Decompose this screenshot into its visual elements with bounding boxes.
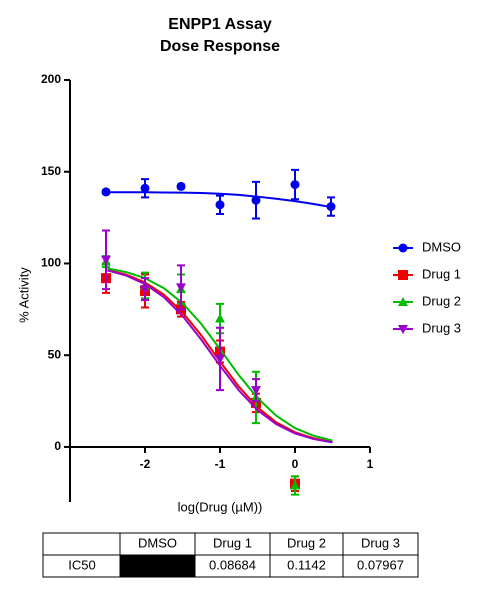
y-axis-label: % Activity	[16, 267, 31, 323]
y-tick-label: 150	[41, 164, 61, 178]
legend-label: Drug 2	[422, 293, 461, 308]
table-cell: 0.07967	[357, 557, 404, 572]
x-tick-label: 0	[292, 457, 299, 471]
marker	[101, 187, 111, 197]
marker	[398, 270, 408, 280]
marker	[326, 202, 336, 212]
marker	[290, 480, 300, 490]
table-cell-filled	[120, 555, 195, 577]
y-tick-label: 50	[48, 347, 62, 361]
marker	[215, 354, 225, 364]
y-tick-label: 100	[41, 256, 61, 270]
marker	[176, 283, 186, 293]
marker	[215, 200, 225, 210]
marker	[176, 181, 186, 191]
x-tick-label: 1	[367, 457, 374, 471]
chart-title: ENPP1 Assay	[168, 16, 272, 33]
table-header: Drug 2	[287, 535, 326, 550]
table-cell: 0.08684	[209, 557, 256, 572]
marker	[251, 386, 261, 396]
marker	[215, 313, 225, 323]
table-header: Drug 3	[361, 535, 400, 550]
y-tick-label: 0	[54, 439, 61, 453]
legend-label: DMSO	[422, 239, 461, 254]
table-header: Drug 1	[213, 535, 252, 550]
y-tick-label: 200	[41, 72, 61, 86]
chart-subtitle: Dose Response	[160, 38, 280, 55]
x-tick-label: -1	[215, 457, 226, 471]
marker	[140, 183, 150, 193]
legend-label: Drug 1	[422, 266, 461, 281]
marker	[251, 195, 261, 205]
table-row-label: IC50	[68, 557, 95, 572]
x-tick-label: -2	[140, 457, 151, 471]
marker	[140, 285, 150, 295]
table-header: DMSO	[138, 535, 177, 550]
marker	[398, 297, 408, 306]
marker	[101, 255, 111, 265]
marker	[398, 243, 408, 253]
legend-label: Drug 3	[422, 320, 461, 335]
x-axis-label: log(Drug (µM))	[178, 499, 263, 514]
marker	[290, 180, 300, 190]
table-cell: 0.1142	[287, 557, 326, 572]
marker	[398, 325, 408, 334]
